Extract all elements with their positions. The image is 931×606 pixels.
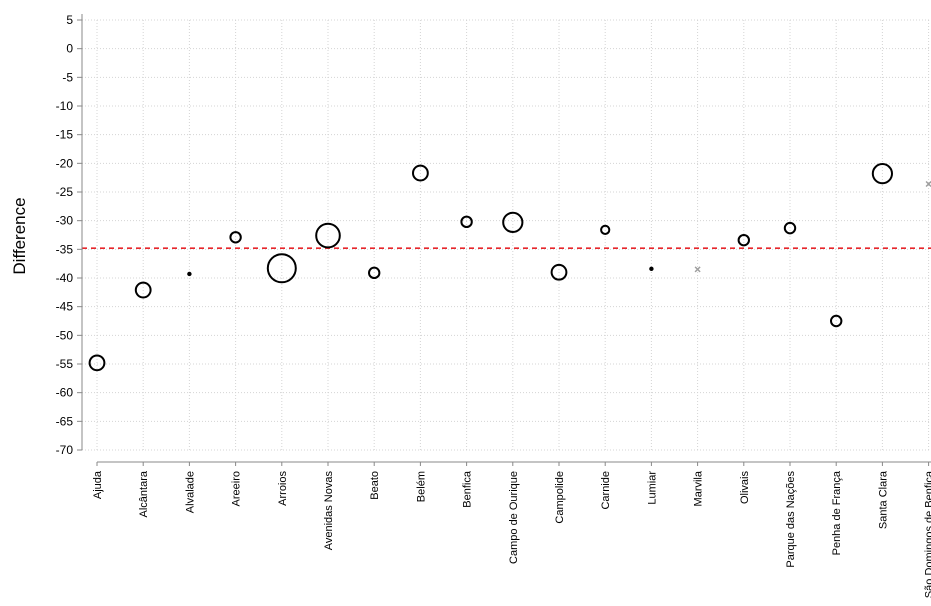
x-tick-label: Alvalade xyxy=(184,471,196,513)
y-tick-label: -55 xyxy=(56,357,74,371)
point-circle xyxy=(368,266,381,280)
x-tick-label: Benfica xyxy=(462,470,474,508)
point-circle xyxy=(830,314,843,328)
y-tick-label: 0 xyxy=(66,42,73,56)
y-tick-label: -50 xyxy=(56,328,74,342)
axes xyxy=(81,14,931,463)
point-circle xyxy=(502,211,524,233)
point-dot xyxy=(649,266,654,272)
y-tick-label: -70 xyxy=(56,443,74,457)
x-tick-label: Parque das Nações xyxy=(785,471,797,568)
point-dot xyxy=(187,271,192,277)
point-circle xyxy=(315,222,341,249)
point-cross xyxy=(694,266,701,273)
y-tick-label: -65 xyxy=(56,414,74,428)
y-tick-label: -45 xyxy=(56,300,74,314)
y-tick-label: -30 xyxy=(56,214,74,228)
x-tick-label: Santa Clara xyxy=(877,470,889,529)
point-circle xyxy=(266,253,297,284)
y-tick-label: 5 xyxy=(66,13,73,27)
point-circle xyxy=(460,215,473,229)
x-tick-label: Olivais xyxy=(739,471,751,505)
x-axis-ticks: Ajuda Alcântara Alvalade Areeiro Arroios Aven… xyxy=(92,462,931,598)
y-tick-label: -60 xyxy=(56,386,74,400)
x-tick-label: Campo de Ourique xyxy=(508,471,520,564)
x-tick-label: Marvila xyxy=(693,470,705,506)
point-circle xyxy=(737,233,750,247)
x-tick-label: Ajuda xyxy=(92,470,104,499)
x-tick-label: Beato xyxy=(369,471,381,500)
x-tick-label: Penha de França xyxy=(831,470,843,555)
x-tick-label: Areeiro xyxy=(231,471,243,506)
data-points xyxy=(88,163,931,372)
y-tick-label: -5 xyxy=(62,70,73,84)
x-tick-label: Avenidas Novas xyxy=(323,471,335,551)
point-circle xyxy=(783,221,797,235)
point-circle xyxy=(229,231,242,244)
y-tick-label: -35 xyxy=(56,242,74,256)
point-circle xyxy=(134,281,152,299)
point-cross xyxy=(925,180,931,188)
y-tick-label: -40 xyxy=(56,271,74,285)
x-tick-label: Belém xyxy=(415,471,427,502)
x-tick-label: Alcântara xyxy=(138,470,150,517)
y-tick-label: -20 xyxy=(56,156,74,170)
y-tick-label: -15 xyxy=(56,128,74,142)
grid xyxy=(82,19,931,451)
x-tick-label: Lumiar xyxy=(646,471,658,505)
y-tick-label: -10 xyxy=(56,99,74,113)
point-circle xyxy=(412,164,429,182)
x-tick-label: Campolide xyxy=(554,471,566,524)
y-axis-title: Difference xyxy=(10,197,29,274)
point-circle xyxy=(871,163,894,185)
y-tick-label: -25 xyxy=(56,185,74,199)
x-tick-label: Carnide xyxy=(600,471,612,510)
point-circle xyxy=(600,224,611,235)
point-circle xyxy=(88,354,106,372)
y-axis-ticks: 5 0 -5 -10 -15 -20 -25 -30 -35 -40 -45 -50 -55 -60 -65… xyxy=(56,13,82,457)
x-tick-label: Arroios xyxy=(277,471,289,506)
point-circle xyxy=(550,263,568,281)
x-tick-label: São Domingos de Benfica xyxy=(924,470,931,598)
